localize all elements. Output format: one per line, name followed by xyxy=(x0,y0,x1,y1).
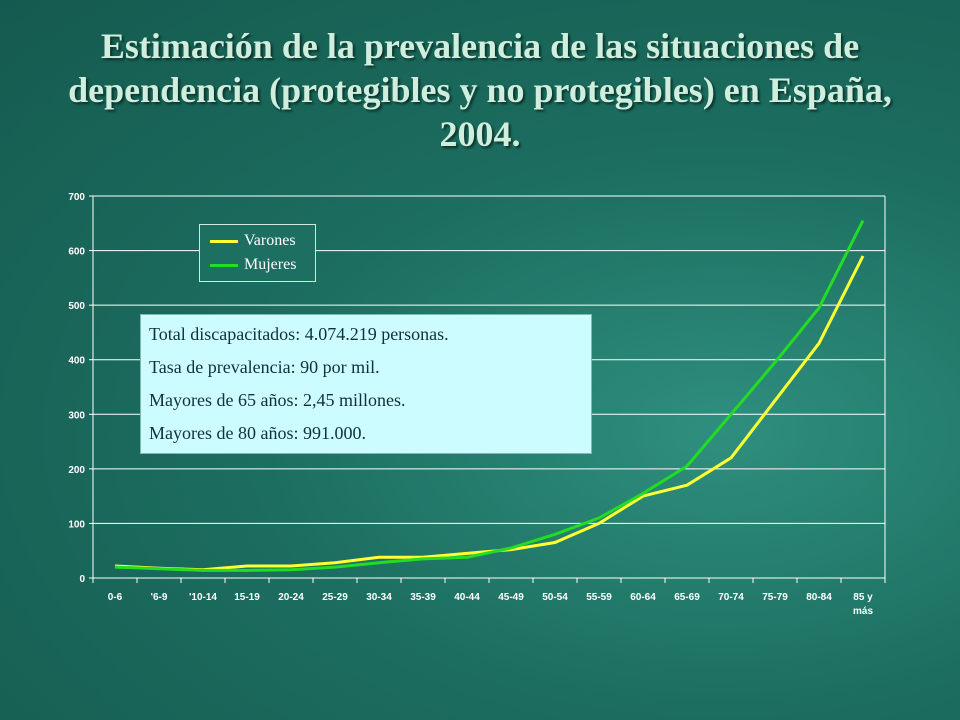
legend-label-varones: Varones xyxy=(244,232,296,249)
x-tick-label: 60-64 xyxy=(630,592,656,603)
x-tick-label: 0-6 xyxy=(108,592,123,603)
y-tick-label: 600 xyxy=(68,247,85,258)
x-tick-label: 55-59 xyxy=(586,592,612,603)
y-tick-label: 100 xyxy=(68,519,85,530)
x-tick-label: 65-69 xyxy=(674,592,700,603)
x-tick-label: 30-34 xyxy=(366,592,392,603)
x-tick-label: 20-24 xyxy=(278,592,304,603)
y-tick-label: 0 xyxy=(79,574,85,585)
label-layer: 0 100 200 300 400 500 600 700 0-6 '6-9 '10-14 15-19… xyxy=(68,192,873,617)
legend-swatch-varones xyxy=(210,239,238,243)
x-tick-label: 50-54 xyxy=(542,592,568,603)
x-tick-label: 45-49 xyxy=(498,592,524,603)
x-tick-label: '6-9 xyxy=(151,592,168,603)
x-tick-label: 15-19 xyxy=(234,592,260,603)
x-tick-label: 25-29 xyxy=(322,592,348,603)
y-tick-label: 400 xyxy=(68,356,85,367)
info-line-over-65: Mayores de 65 años: 2,45 millones. xyxy=(149,390,406,410)
series-layer xyxy=(114,219,865,572)
y-tick-label: 300 xyxy=(68,410,85,421)
legend-swatch-mujeres xyxy=(210,263,238,267)
info-line-over-80: Mayores de 80 años: 991.000. xyxy=(149,423,366,443)
x-tick-label: 40-44 xyxy=(454,592,480,603)
x-tick-label: 75-79 xyxy=(762,592,788,603)
legend-label-mujeres: Mujeres xyxy=(244,256,297,273)
legend-item-mujeres: Mujeres xyxy=(210,253,296,277)
y-tick-label: 700 xyxy=(68,192,85,203)
x-tick-label: 35-39 xyxy=(410,592,436,603)
info-line-prevalence: Tasa de prevalencia: 90 por mil. xyxy=(149,357,380,377)
axis-layer xyxy=(89,195,886,583)
x-tick-label: 85 y más xyxy=(853,592,873,617)
x-tick-label: '10-14 xyxy=(189,592,217,603)
info-line-total: Total discapacitados: 4.074.219 personas… xyxy=(149,324,449,344)
series-line-mujeres xyxy=(114,219,865,572)
x-tick-label: 80-84 xyxy=(806,592,832,603)
x-tick-label: 70-74 xyxy=(718,592,744,603)
slide-title: Estimación de la prevalencia de las situ… xyxy=(68,26,892,154)
chart-legend: Varones Mujeres xyxy=(199,224,316,282)
summary-info-box: Total discapacitados: 4.074.219 personas… xyxy=(140,314,592,454)
y-tick-label: 200 xyxy=(68,465,85,476)
legend-item-varones: Varones xyxy=(210,229,296,253)
y-tick-label: 500 xyxy=(68,301,85,312)
